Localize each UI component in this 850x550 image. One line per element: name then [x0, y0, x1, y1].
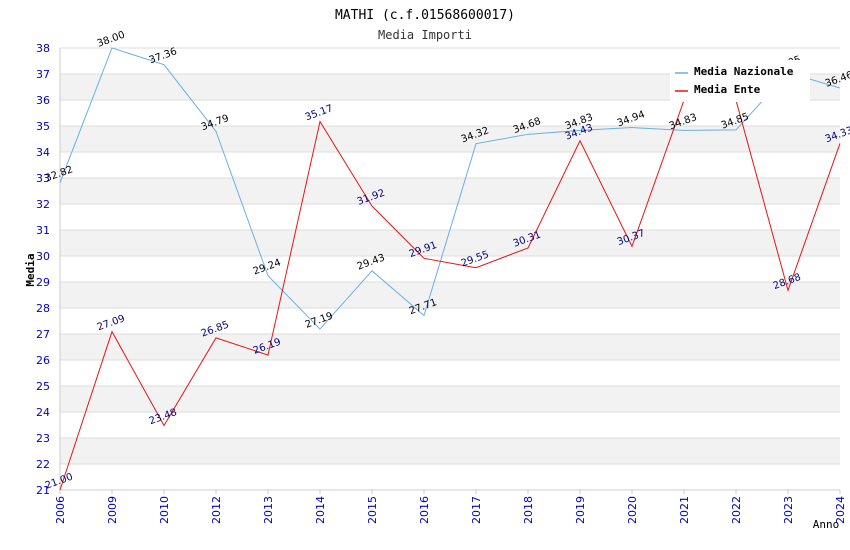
plot-band	[60, 386, 840, 412]
x-axis-title: Anno	[813, 518, 840, 531]
x-tick-label: 2019	[574, 496, 587, 524]
y-tick-label: 27	[36, 328, 50, 341]
y-tick-label: 25	[36, 380, 50, 393]
x-tick-label: 2013	[262, 496, 275, 524]
series-line-0	[59, 47, 841, 330]
x-tick-label: 2012	[210, 496, 223, 524]
x-tick-label: 2009	[106, 496, 119, 524]
x-tick-label: 2016	[418, 496, 431, 524]
y-tick-label: 38	[36, 42, 50, 55]
y-axis-title: Media	[24, 253, 37, 286]
y-tick-label: 28	[36, 302, 50, 315]
y-tick-label: 36	[36, 94, 50, 107]
y-tick-label: 24	[36, 406, 50, 419]
x-tick-label: 2010	[158, 496, 171, 524]
x-tick-label: 2015	[366, 496, 379, 524]
legend-label-ente: Media Ente	[694, 83, 761, 96]
plot-band	[60, 360, 840, 386]
y-tick-label: 26	[36, 354, 50, 367]
y-tick-label: 34	[36, 146, 50, 159]
x-tick-label: 2020	[626, 496, 639, 524]
legend: Media Nazionale Media Ente	[670, 60, 810, 102]
plot-band	[60, 256, 840, 282]
plot-band	[60, 464, 840, 490]
y-tick-label: 37	[36, 68, 50, 81]
chart-subtitle: Media Importi	[378, 28, 472, 42]
y-tick-label: 21	[36, 484, 50, 497]
plot-band	[60, 282, 840, 308]
x-tick-label: 2023	[782, 496, 795, 524]
y-tick-label: 33	[36, 172, 50, 185]
x-tick-label: 2017	[470, 496, 483, 524]
plot-band	[60, 334, 840, 360]
legend-label-nazionale: Media Nazionale	[694, 65, 794, 78]
x-tick-label: 2022	[730, 496, 743, 524]
chart-title: MATHI (c.f.01568600017)	[335, 8, 515, 23]
grid-lines	[60, 47, 840, 491]
x-tick-label: 2014	[314, 496, 327, 524]
y-tick-label: 29	[36, 276, 50, 289]
x-tick-labels: 2006 2009 2010 2012 2013 2014 2015 2016 2017 2018…	[54, 490, 847, 524]
plot-band	[60, 308, 840, 334]
legend-background	[670, 60, 810, 102]
plot-band	[60, 178, 840, 204]
y-tick-labels: 21 22 23 24 25 26 27 28 29 30 31 32 33 34 35 36 37 38	[36, 42, 50, 497]
plot-band	[60, 438, 840, 464]
y-tick-label: 22	[36, 458, 50, 471]
x-tick-label: 2021	[678, 496, 691, 524]
x-tick-label: 2006	[54, 496, 67, 524]
y-tick-label: 32	[36, 198, 50, 211]
data-label: 38.00	[96, 30, 127, 50]
plot-band	[60, 152, 840, 178]
plot-band	[60, 204, 840, 230]
y-tick-label: 30	[36, 250, 50, 263]
y-tick-label: 31	[36, 224, 50, 237]
plot-band	[60, 230, 840, 256]
plot-band	[60, 100, 840, 126]
plot-band	[60, 412, 840, 438]
plot-background	[60, 48, 840, 490]
x-tick-label: 2024	[834, 496, 847, 524]
x-tick-label: 2018	[522, 496, 535, 524]
y-tick-label: 35	[36, 120, 50, 133]
y-tick-label: 23	[36, 432, 50, 445]
